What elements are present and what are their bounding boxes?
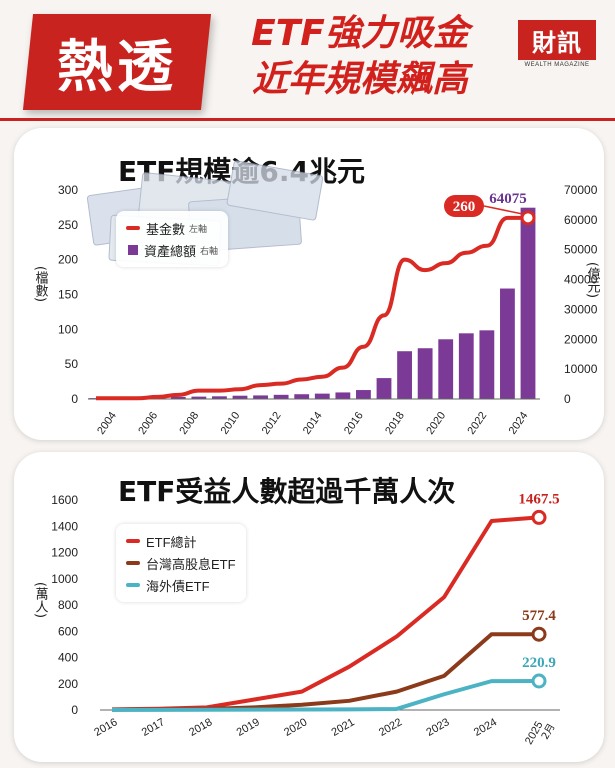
headline-line-2: 近年規模飆高 bbox=[251, 59, 468, 100]
legend-label-asset-total: 資產總額 bbox=[144, 243, 197, 259]
bar-asset-total bbox=[212, 396, 227, 399]
y-left-tick-label: 50 bbox=[65, 357, 79, 371]
y-right-axis-label: (億元) bbox=[585, 262, 601, 298]
bar-asset-total bbox=[335, 392, 351, 399]
bar-asset-total bbox=[273, 394, 289, 399]
magazine-logo: 財訊 bbox=[518, 20, 596, 60]
y-right-tick-label: 30000 bbox=[564, 302, 598, 316]
bar-asset-total bbox=[397, 351, 412, 399]
legend-item-fund-count: 基金數 左軸 bbox=[126, 217, 218, 239]
y-left-axis-label: (檔數) bbox=[33, 266, 49, 302]
chart2-title: ETF受益人數超過千萬人次 bbox=[118, 475, 456, 508]
line-taiwan-dividend-value-label: 577.4 bbox=[522, 608, 556, 624]
y-right-tick-label: 70000 bbox=[564, 183, 598, 197]
legend-swatch-fund-count bbox=[126, 226, 140, 230]
callout-fund-count-bg bbox=[444, 195, 484, 217]
line-etf-total-endpoint bbox=[531, 509, 547, 525]
y-tick-label: 1600 bbox=[51, 493, 78, 507]
y-tick-label: 1200 bbox=[51, 546, 78, 560]
bar-asset-total bbox=[314, 393, 330, 399]
bar-asset-total bbox=[520, 207, 536, 399]
bar-asset-total bbox=[356, 390, 371, 399]
callout-fund-count-leader bbox=[483, 205, 523, 215]
callout-asset-total: 64075 bbox=[489, 191, 527, 207]
x-tick-label: 2017 bbox=[140, 716, 167, 739]
header: 熱透 ETF強力吸金 近年規模飆高 財訊 WEALTH MAGAZINE bbox=[0, 0, 615, 122]
y-tick-label: 1400 bbox=[51, 519, 78, 533]
bar-asset-total bbox=[191, 396, 207, 399]
bar-asset-total bbox=[170, 396, 186, 399]
bar-asset-total bbox=[253, 395, 268, 399]
y-right-tick-label: 60000 bbox=[564, 213, 598, 227]
line-overseas-bond bbox=[112, 679, 540, 712]
legend-item-asset-total: 資產總額 右軸 bbox=[126, 239, 218, 261]
y-axis-label: (萬人) bbox=[33, 582, 49, 618]
bar-asset-total bbox=[458, 333, 474, 399]
legend-item-etf-total: ETF總計 bbox=[126, 530, 236, 552]
y-left-tick-label: 0 bbox=[71, 392, 78, 406]
legend-swatch-asset-total bbox=[128, 245, 138, 255]
x-tick-label: 2016 bbox=[92, 716, 119, 739]
y-tick-label: 1000 bbox=[51, 572, 78, 586]
legend-label-fund-count: 基金數 bbox=[146, 221, 186, 237]
x-tick-label: 2023 bbox=[424, 716, 451, 739]
magazine-logo-subtitle: WEALTH MAGAZINE bbox=[524, 62, 590, 68]
x-tick-label: 2022 bbox=[377, 716, 404, 739]
line-fund-count bbox=[96, 215, 528, 401]
y-tick-label: 0 bbox=[71, 703, 78, 717]
section-badge: 熱透 bbox=[57, 34, 177, 100]
y-tick-label: 200 bbox=[58, 677, 78, 691]
line-taiwan-dividend bbox=[111, 632, 540, 712]
chart1-legend: 基金數 左軸 資產總額 右軸 bbox=[116, 211, 229, 267]
x-tick-label: 2024 bbox=[472, 716, 499, 739]
point-fund-count-last bbox=[520, 210, 536, 226]
line-etf-total-value-label: 1467.5 bbox=[518, 491, 559, 507]
y-left-tick-label: 200 bbox=[58, 253, 78, 267]
y-right-tick-label: 50000 bbox=[564, 243, 598, 257]
line-taiwan-dividend-endpoint bbox=[531, 626, 547, 642]
legend-swatch-taiwan-dividend bbox=[126, 561, 140, 565]
headline-line-1: ETF強力吸金 bbox=[251, 13, 469, 54]
legend-label-taiwan-dividend: 台灣高股息ETF bbox=[146, 556, 236, 572]
y-right-tick-label: 10000 bbox=[564, 362, 598, 376]
line-overseas-bond-endpoint bbox=[531, 673, 547, 689]
y-right-tick-label: 20000 bbox=[564, 332, 598, 346]
header-divider bbox=[0, 118, 615, 121]
y-right-tick-label: 40000 bbox=[564, 273, 598, 287]
y-right-tick-label: 0 bbox=[564, 392, 571, 406]
bar-asset-total bbox=[479, 330, 495, 399]
legend-item-taiwan-dividend: 台灣高股息ETF bbox=[126, 552, 236, 574]
x-tick-label: 2019 bbox=[235, 716, 262, 739]
x-tick-label: 2021 bbox=[330, 716, 357, 739]
x-tick-label: 2018 bbox=[187, 716, 214, 739]
bar-asset-total bbox=[500, 288, 515, 399]
legend-axis-note-right: 右軸 bbox=[200, 245, 219, 256]
legend-swatch-overseas-bond bbox=[126, 583, 140, 587]
y-left-tick-label: 250 bbox=[58, 218, 78, 232]
y-left-tick-label: 300 bbox=[58, 183, 78, 197]
y-left-tick-label: 150 bbox=[58, 288, 78, 302]
legend-label-overseas-bond: 海外債ETF bbox=[146, 578, 210, 594]
y-tick-label: 600 bbox=[58, 624, 78, 638]
callout-fund-count: 260 bbox=[453, 199, 476, 215]
bar-asset-total bbox=[232, 395, 248, 399]
x-tick-label: 2020 bbox=[282, 716, 309, 739]
chart2-legend: ETF總計 台灣高股息ETF 海外債ETF bbox=[116, 524, 246, 602]
legend-swatch-etf-total bbox=[126, 539, 140, 543]
bar-asset-total bbox=[438, 339, 454, 399]
legend-item-overseas-bond: 海外債ETF bbox=[126, 574, 236, 596]
line-overseas-bond-value-label: 220.9 bbox=[522, 655, 556, 671]
y-tick-label: 800 bbox=[58, 598, 78, 612]
bar-asset-total bbox=[294, 394, 310, 399]
y-left-tick-label: 100 bbox=[58, 322, 78, 336]
legend-label-etf-total: ETF總計 bbox=[146, 534, 197, 550]
y-tick-label: 400 bbox=[58, 651, 78, 665]
bar-asset-total bbox=[417, 348, 433, 399]
legend-axis-note-left: 左軸 bbox=[189, 223, 208, 234]
bar-asset-total bbox=[376, 378, 392, 399]
